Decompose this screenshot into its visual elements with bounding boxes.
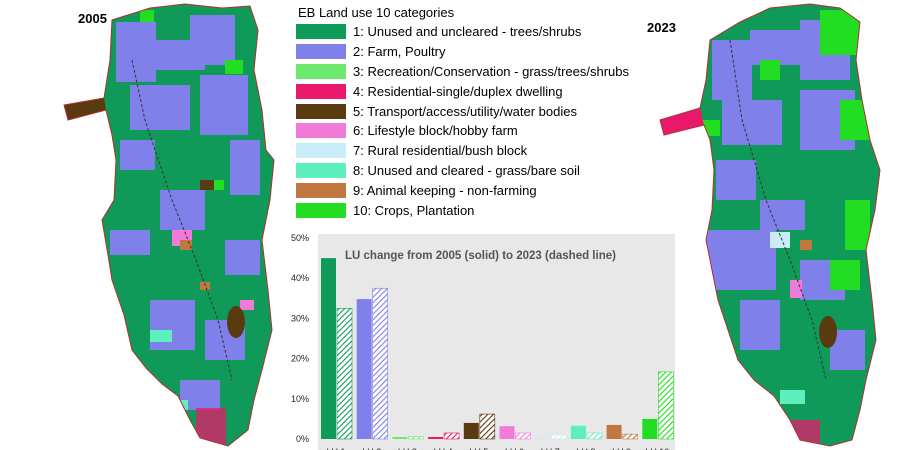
bar-2005-lu6 — [499, 426, 515, 439]
y-tick-label: 20% — [291, 354, 309, 364]
legend-item-lu9: 9: Animal keeping - non-farming — [296, 180, 626, 200]
bar-2005-lu8 — [570, 425, 586, 439]
bar-2005-lu7 — [535, 438, 551, 439]
legend-label: 3: Recreation/Conservation - grass/trees… — [353, 63, 630, 79]
map-legend: EB Land use 10 categories 1: Unused and … — [296, 4, 630, 220]
bar-2005-lu3 — [392, 436, 408, 439]
legend-swatch — [296, 123, 346, 139]
lu-change-bar-chart: LU change from 2005 (solid) to 2023 (das… — [291, 233, 675, 450]
legend-swatch — [296, 24, 346, 40]
legend-item-lu4: 4: Residential-single/duplex dwelling — [296, 81, 626, 101]
x-tick-label: LU 1 — [326, 447, 345, 450]
legend-item-lu10: 10: Crops, Plantation — [296, 200, 626, 220]
land-use-map-2023 — [659, 3, 881, 447]
bar-2023-lu6 — [515, 432, 531, 440]
bar-2005-lu4 — [428, 436, 444, 439]
x-tick-label: LU 9 — [612, 447, 631, 450]
x-tick-label: LU 6 — [505, 447, 524, 450]
x-tick-label: LU 4 — [434, 447, 453, 450]
legend-item-lu3: 3: Recreation/Conservation - grass/trees… — [296, 62, 630, 82]
bar-2023-lu7 — [550, 434, 567, 440]
y-tick-label: 40% — [291, 273, 309, 283]
map-year-label-2023: 2023 — [647, 20, 676, 35]
legend-swatch — [296, 63, 346, 79]
bar-2005-lu1 — [321, 258, 336, 439]
legend-item-lu5: 5: Transport/access/utility/water bodies — [296, 101, 626, 121]
bar-2023-lu3 — [408, 436, 424, 440]
legend-label: 6: Lifestyle block/hobby farm — [353, 123, 518, 139]
bar-2023-lu8 — [586, 432, 603, 440]
x-tick-label: LU 2 — [362, 447, 381, 450]
legend-label: 1: Unused and uncleared - trees/shrubs — [353, 24, 582, 40]
legend-swatch — [296, 202, 346, 218]
bar-2023-lu2 — [372, 287, 388, 440]
map-year-label-2005: 2005 — [78, 11, 107, 26]
x-tick-label: LU 3 — [398, 447, 417, 450]
bar-2005-lu2 — [356, 299, 372, 439]
x-tick-label: LU 10 — [645, 447, 669, 450]
bar-2005-lu9 — [606, 424, 622, 439]
legend-item-lu8: 8: Unused and cleared - grass/bare soil — [296, 161, 626, 181]
legend-swatch — [296, 162, 346, 178]
y-tick-label: 0% — [296, 434, 309, 444]
bar-2005-lu10 — [642, 418, 658, 439]
legend-label: 2: Farm, Poultry — [353, 44, 446, 60]
legend-item-lu6: 6: Lifestyle block/hobby farm — [296, 121, 626, 141]
land-use-map-2005 — [63, 3, 275, 447]
legend-item-lu7: 7: Rural residential/bush block — [296, 141, 626, 161]
legend-title: EB Land use 10 categories — [298, 5, 455, 20]
bar-2023-lu4 — [443, 432, 460, 440]
legend-label: 8: Unused and cleared - grass/bare soil — [353, 162, 580, 178]
legend-swatch — [296, 44, 346, 60]
legend-swatch — [296, 182, 346, 198]
legend-label: 10: Crops, Plantation — [353, 202, 475, 218]
x-tick-label: LU 8 — [576, 447, 595, 450]
y-tick-label: 50% — [291, 233, 309, 243]
legend-label: 7: Rural residential/bush block — [353, 143, 528, 159]
legend-swatch — [296, 83, 346, 99]
legend-label: 5: Transport/access/utility/water bodies — [353, 103, 577, 119]
bar-2005-lu5 — [463, 422, 479, 439]
x-tick-label: LU 7 — [541, 447, 560, 450]
bar-2023-lu9 — [622, 433, 638, 440]
legend-label: 4: Residential-single/duplex dwelling — [353, 83, 563, 99]
x-tick-label: LU 5 — [469, 447, 488, 450]
bar-2023-lu10 — [657, 371, 674, 440]
y-tick-label: 30% — [291, 313, 309, 323]
bar-2023-lu5 — [479, 413, 496, 440]
bar-2023-lu1 — [336, 308, 353, 440]
chart-title: LU change from 2005 (solid) to 2023 (das… — [345, 250, 616, 262]
legend-item-lu2: 2: Farm, Poultry — [296, 42, 626, 62]
y-tick-label: 10% — [291, 394, 309, 404]
legend-swatch — [296, 103, 346, 119]
legend-swatch — [296, 143, 346, 159]
legend-item-lu1: 1: Unused and uncleared - trees/shrubs — [296, 22, 626, 42]
legend-label: 9: Animal keeping - non-farming — [353, 182, 537, 198]
